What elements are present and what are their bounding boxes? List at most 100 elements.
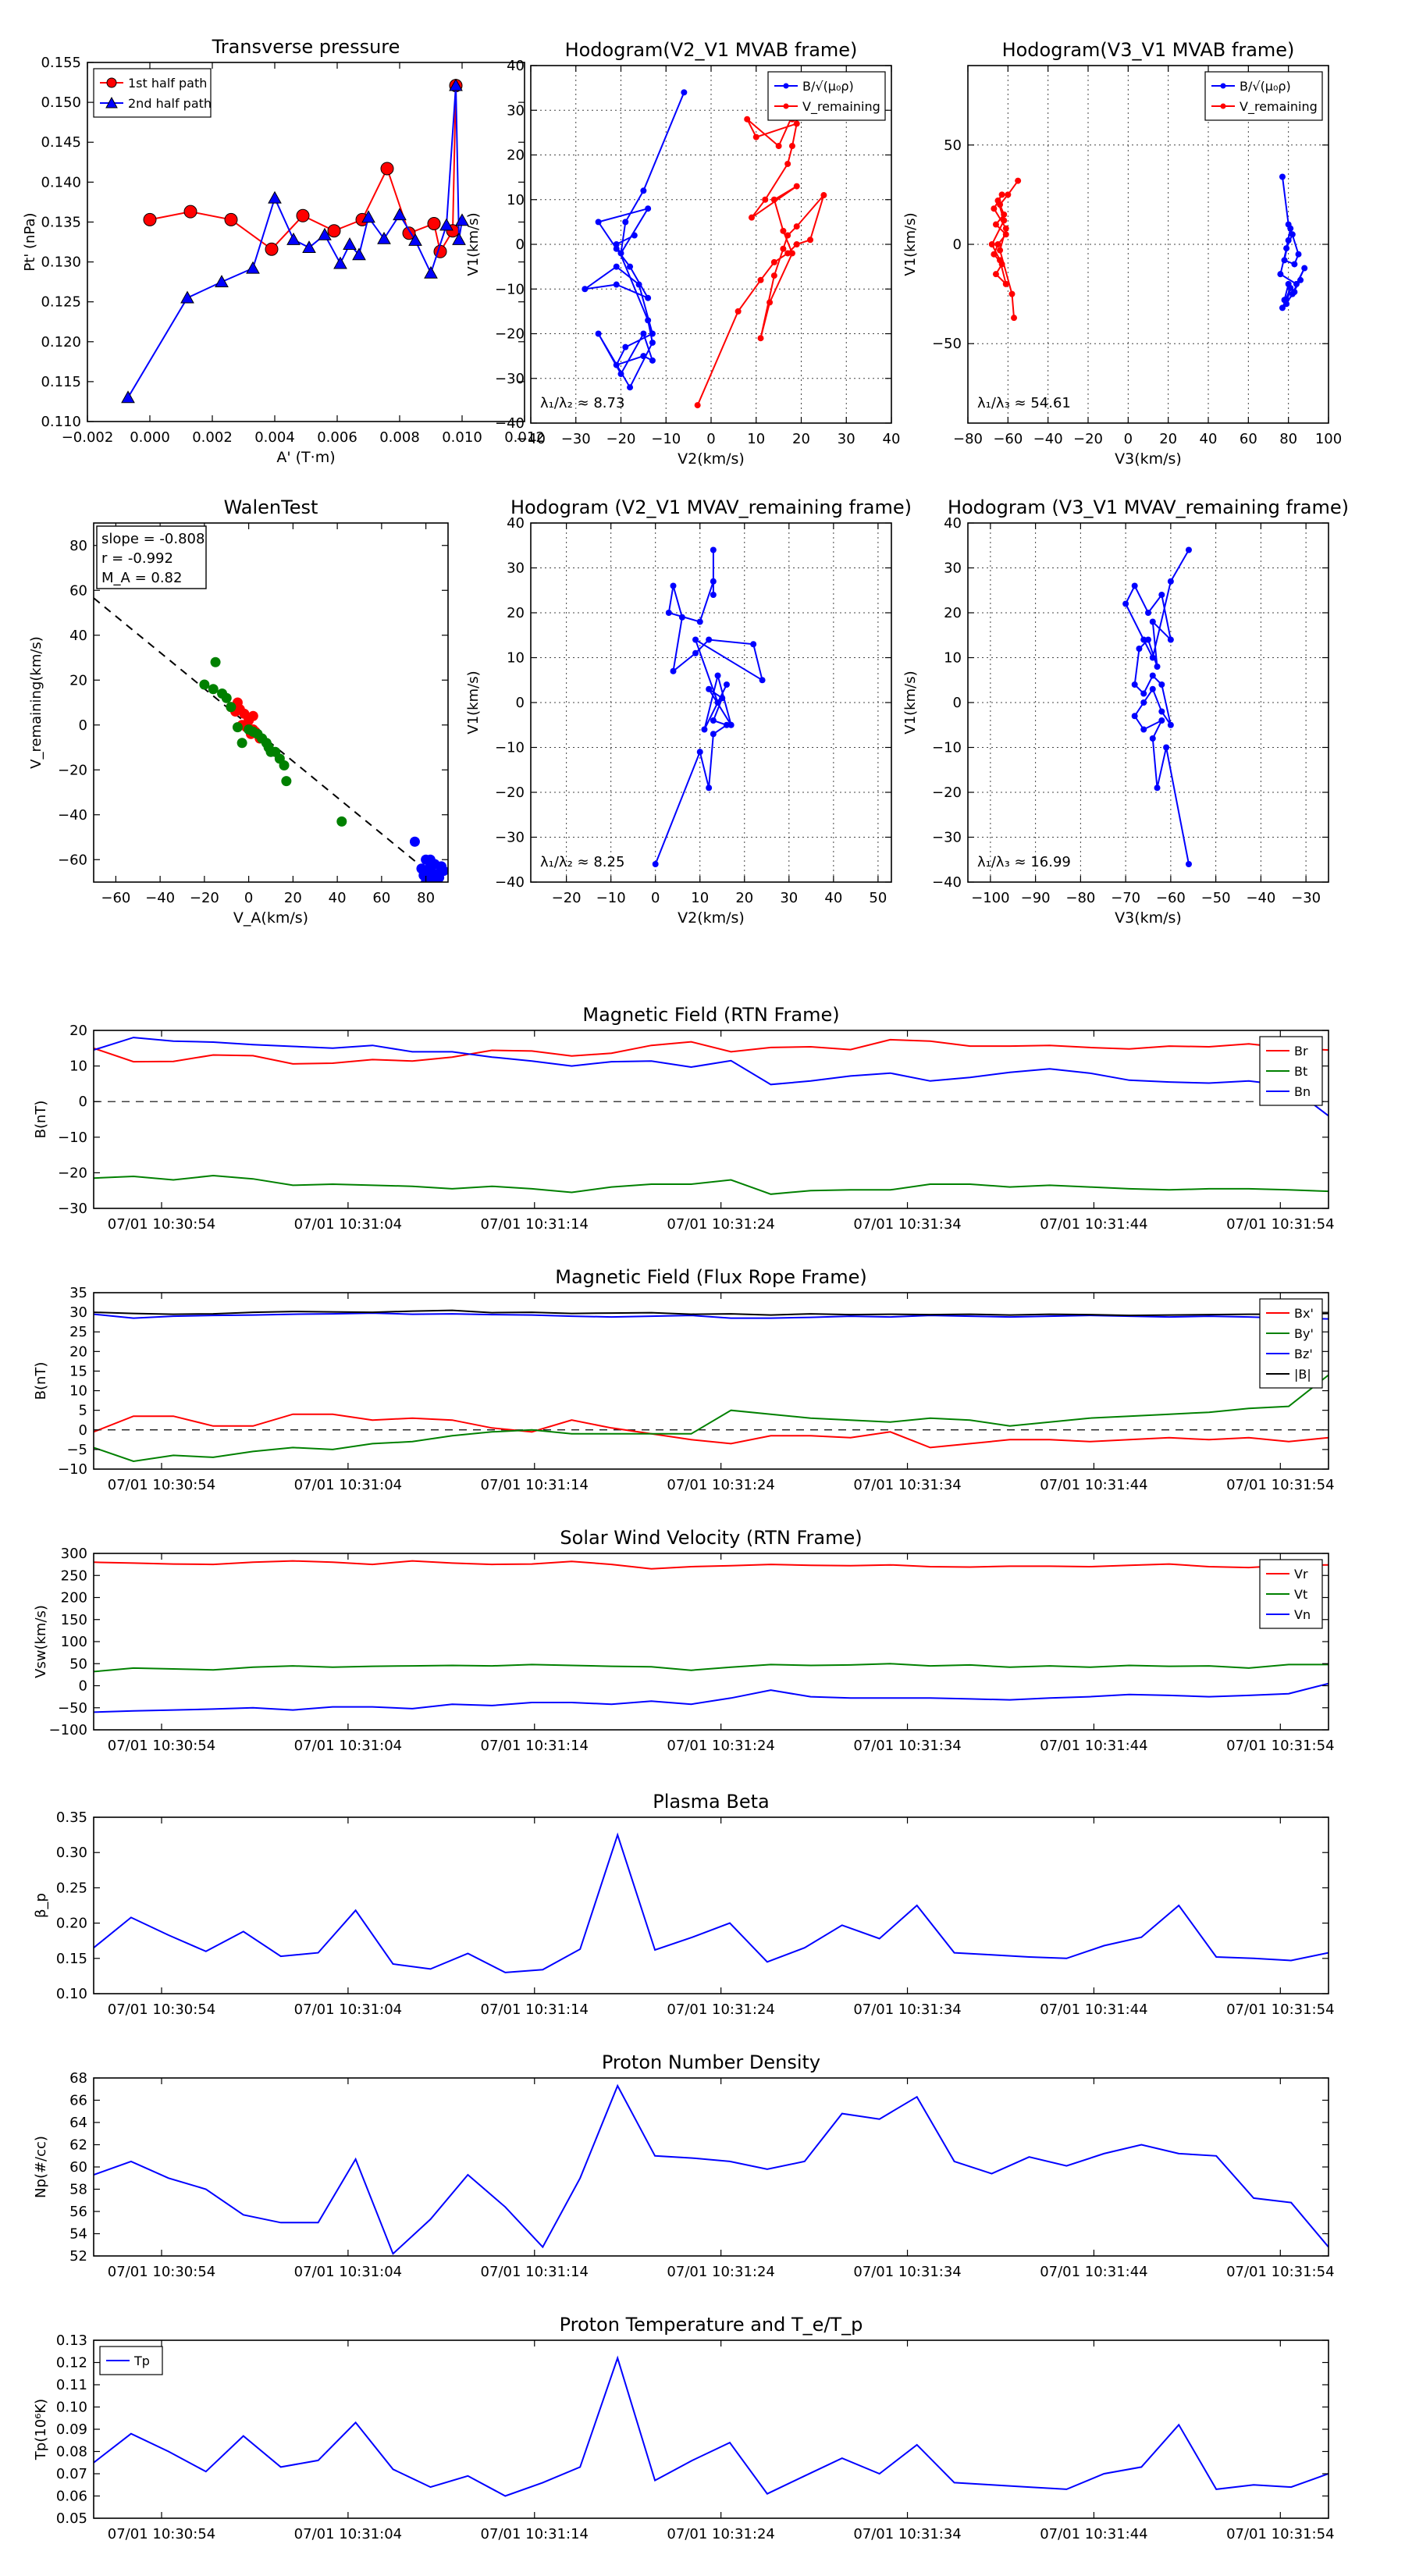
data-point	[246, 261, 260, 274]
x-tick-label: 60	[1240, 431, 1257, 447]
y-tick-label: 40	[507, 515, 525, 532]
x-tick-label: 07/01 10:31:34	[853, 2264, 961, 2280]
y-axis-label: Pt' (nPa)	[22, 212, 38, 271]
x-tick-label: 07/01 10:31:04	[294, 2526, 402, 2542]
data-point	[224, 212, 238, 226]
data-point	[595, 330, 602, 337]
x-tick-label: 07/01 10:31:44	[1040, 2526, 1147, 2542]
data-point	[377, 231, 391, 244]
data-point	[1149, 672, 1156, 679]
data-point	[645, 205, 652, 212]
x-tick-label: 07/01 10:31:04	[294, 2001, 402, 2018]
plot-frame	[530, 65, 892, 424]
y-tick-label: 200	[61, 1590, 87, 1606]
legend-label: Bn	[1294, 1084, 1311, 1099]
x-tick-label: 0.000	[130, 429, 170, 446]
series-line-B/√(μ₀ρ)	[584, 91, 685, 390]
legend-marker	[783, 83, 789, 89]
x-tick-label: 07/01 10:31:24	[667, 1216, 774, 1233]
x-tick-label: 40	[824, 890, 842, 906]
x-tick-label: 07/01 10:31:54	[1226, 1216, 1334, 1233]
y-tick-label: −60	[58, 852, 87, 868]
chart-hodogram-v3-v1-mvab: Hodogram(V3_V1 MVAB frame) −80 −60 −40 −20 0 2…	[902, 39, 1342, 468]
x-tick-label: 20	[1159, 431, 1177, 447]
chart-transverse-pressure: Transverse pressure −0.002 0.000 0.002 0.004…	[22, 36, 545, 466]
x-tick-label: −0.002	[62, 429, 114, 446]
data-point	[793, 241, 800, 247]
y-tick-label: 0.15	[56, 1951, 87, 1967]
chart-title: Magnetic Field (RTN Frame)	[582, 1004, 839, 1026]
x-tick-label: 07/01 10:31:14	[481, 1477, 589, 1493]
data-point	[1140, 699, 1147, 706]
y-tick-label: 35	[69, 1285, 87, 1301]
x-tick-label: 07/01 10:30:54	[108, 2526, 215, 2542]
data-point	[1185, 861, 1192, 867]
x-tick-label: −50	[1201, 890, 1231, 906]
y-tick-label: 0.07	[56, 2466, 87, 2482]
data-point	[1015, 177, 1022, 184]
x-tick-label: −70	[1111, 890, 1140, 906]
data-point	[613, 281, 620, 288]
y-tick-label: 20	[69, 1343, 87, 1360]
plot-frame	[93, 522, 449, 883]
x-tick-label: 40	[1200, 431, 1218, 447]
data-point	[1136, 646, 1143, 652]
data-point	[645, 294, 652, 301]
y-tick-label: 30	[507, 560, 525, 577]
data-point	[1145, 610, 1151, 616]
data-point	[710, 578, 717, 585]
x-tick-label: 07/01 10:31:54	[1226, 1477, 1334, 1493]
y-tick-label: 40	[507, 58, 525, 74]
data-point	[449, 78, 463, 91]
data-point	[631, 232, 638, 239]
plot-area	[94, 2355, 1329, 2497]
legend-label: Vr	[1294, 1567, 1308, 1582]
chart-proton-temperature: Proton Temperature and T_e/T_p 07/01 10:3…	[33, 2314, 1335, 2542]
data-point	[257, 733, 268, 744]
data-point	[247, 710, 258, 721]
plot-frame	[93, 2339, 1329, 2519]
plot-frame	[93, 1030, 1329, 1209]
y-tick-label: 10	[507, 192, 525, 208]
data-point	[710, 717, 717, 724]
data-point	[744, 116, 751, 123]
x-tick-label: 0.010	[442, 429, 482, 446]
plot-frame	[87, 62, 525, 422]
x-tick-label: −30	[561, 431, 591, 447]
data-point	[1163, 744, 1170, 751]
x-tick-label: −20	[190, 890, 219, 906]
data-point	[1140, 726, 1147, 733]
x-tick-label: −80	[953, 431, 983, 447]
data-point	[286, 232, 301, 245]
y-tick-label: 0.145	[41, 134, 81, 151]
legend-marker	[106, 77, 117, 88]
data-point	[1291, 289, 1298, 296]
legend-marker	[783, 103, 789, 109]
x-tick-label: 0.004	[254, 429, 295, 446]
y-tick-label: 54	[69, 2226, 87, 2243]
data-point	[265, 242, 279, 256]
data-point	[994, 241, 1001, 247]
series-line-Tp	[94, 2355, 1329, 2497]
stats-line: slope = -0.808	[101, 531, 205, 547]
x-tick-label: 07/01 10:31:44	[1040, 2264, 1147, 2280]
x-tick-label: 07/01 10:31:54	[1226, 2264, 1334, 2280]
plot-area	[968, 523, 1329, 882]
data-point	[627, 384, 634, 391]
data-point	[762, 196, 769, 203]
data-point	[820, 192, 827, 199]
series-line-Vt	[94, 1663, 1329, 1673]
data-point	[645, 317, 652, 324]
y-tick-label: 50	[69, 1656, 87, 1672]
data-point	[714, 699, 721, 706]
data-point	[788, 250, 795, 257]
series-line-hodogram	[1124, 550, 1190, 865]
data-point	[199, 679, 210, 690]
y-tick-label: 0.13	[56, 2332, 87, 2349]
data-point	[613, 263, 620, 270]
y-tick-label: 60	[69, 582, 87, 599]
data-point	[1289, 231, 1296, 238]
x-tick-label: 07/01 10:31:24	[667, 2264, 774, 2280]
y-tick-label: 62	[69, 2137, 87, 2154]
data-point	[793, 183, 800, 190]
